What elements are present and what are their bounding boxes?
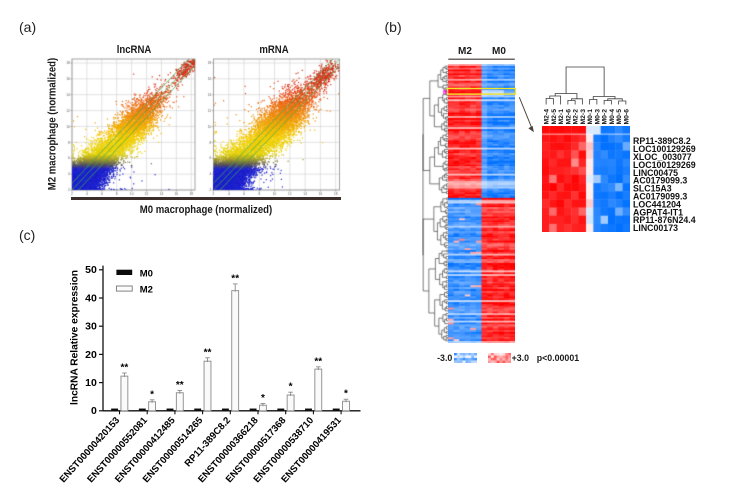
svg-text:**: ** xyxy=(314,356,322,367)
svg-text:M2-6: M2-6 xyxy=(565,109,572,125)
svg-text:SLC15A3: SLC15A3 xyxy=(633,184,672,194)
svg-text:LOC441204: LOC441204 xyxy=(633,199,681,209)
svg-text:M0-1: M0-1 xyxy=(587,109,594,125)
svg-text:M0-6: M0-6 xyxy=(623,109,630,125)
svg-text:RP11-389C8.2: RP11-389C8.2 xyxy=(633,136,691,146)
svg-text:LOC100129269: LOC100129269 xyxy=(633,160,696,170)
svg-text:*: * xyxy=(261,393,265,404)
svg-text:30: 30 xyxy=(85,321,97,333)
svg-text:LINC00475: LINC00475 xyxy=(633,168,678,178)
svg-text:AC0179099.3: AC0179099.3 xyxy=(633,192,687,202)
svg-text:M2-3: M2-3 xyxy=(580,109,587,125)
svg-text:M0: M0 xyxy=(140,268,153,279)
svg-text:10: 10 xyxy=(85,377,97,389)
svg-text:M2-5: M2-5 xyxy=(551,109,558,125)
svg-text:AC0179099.3: AC0179099.3 xyxy=(633,176,687,186)
svg-text:lncRNA Relative expression: lncRNA Relative expression xyxy=(70,270,81,405)
svg-text:M0-3: M0-3 xyxy=(594,109,601,125)
svg-text:LINC00173: LINC00173 xyxy=(633,223,678,233)
svg-text:40: 40 xyxy=(85,292,97,304)
svg-text:M2-1: M2-1 xyxy=(558,109,565,125)
svg-text:M2-4: M2-4 xyxy=(544,109,551,125)
svg-text:20: 20 xyxy=(85,349,97,361)
svg-text:**: ** xyxy=(176,380,184,391)
svg-text:-3.0: -3.0 xyxy=(437,353,452,363)
svg-text:LOC100129269: LOC100129269 xyxy=(633,144,696,154)
svg-text:AGPAT4-IT1: AGPAT4-IT1 xyxy=(633,207,683,217)
svg-text:0: 0 xyxy=(91,405,97,417)
svg-text:*: * xyxy=(150,389,154,400)
svg-text:50: 50 xyxy=(85,264,97,276)
svg-text:+3.0: +3.0 xyxy=(512,353,529,363)
svg-text:**: ** xyxy=(204,347,212,358)
svg-text:p<0.00001: p<0.00001 xyxy=(537,353,579,363)
svg-text:RP11-876N24.4: RP11-876N24.4 xyxy=(633,215,696,225)
svg-text:XLOC_003077: XLOC_003077 xyxy=(633,152,692,162)
svg-text:**: ** xyxy=(121,363,129,374)
svg-text:M2-2: M2-2 xyxy=(573,109,580,125)
svg-text:*: * xyxy=(344,389,348,400)
svg-text:M0-4: M0-4 xyxy=(609,109,616,125)
svg-text:M0-5: M0-5 xyxy=(616,109,623,125)
svg-text:M0-2: M0-2 xyxy=(602,109,609,125)
svg-text:*: * xyxy=(289,382,293,393)
svg-text:M2: M2 xyxy=(140,284,153,295)
svg-text:**: ** xyxy=(231,273,239,284)
